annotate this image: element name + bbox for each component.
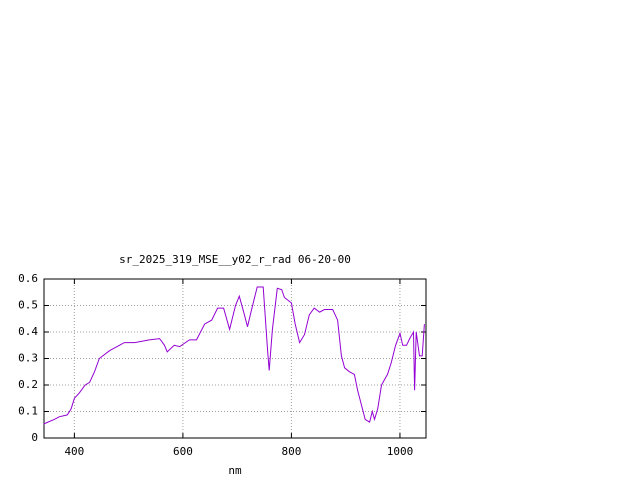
x-axis-label: nm: [228, 464, 242, 477]
y-tick-label: 0.5: [18, 299, 38, 312]
plot-border: [43, 278, 427, 439]
x-tick-label: 1000: [387, 445, 414, 458]
y-tick-label: 0.2: [18, 378, 38, 391]
x-tick-label: 600: [173, 445, 193, 458]
x-tick-label: 800: [281, 445, 301, 458]
x-tick-label: 400: [64, 445, 84, 458]
chart-title: sr_2025_319_MSE__y02_r_rad 06-20-00: [119, 253, 351, 266]
data-line: [43, 286, 425, 425]
y-tick-label: 0.3: [18, 352, 38, 365]
y-tick-label: 0.4: [18, 325, 38, 338]
y-tick-label: 0.1: [18, 405, 38, 418]
y-tick-label: 0: [31, 431, 38, 444]
y-tick-label: 0.6: [18, 272, 38, 285]
